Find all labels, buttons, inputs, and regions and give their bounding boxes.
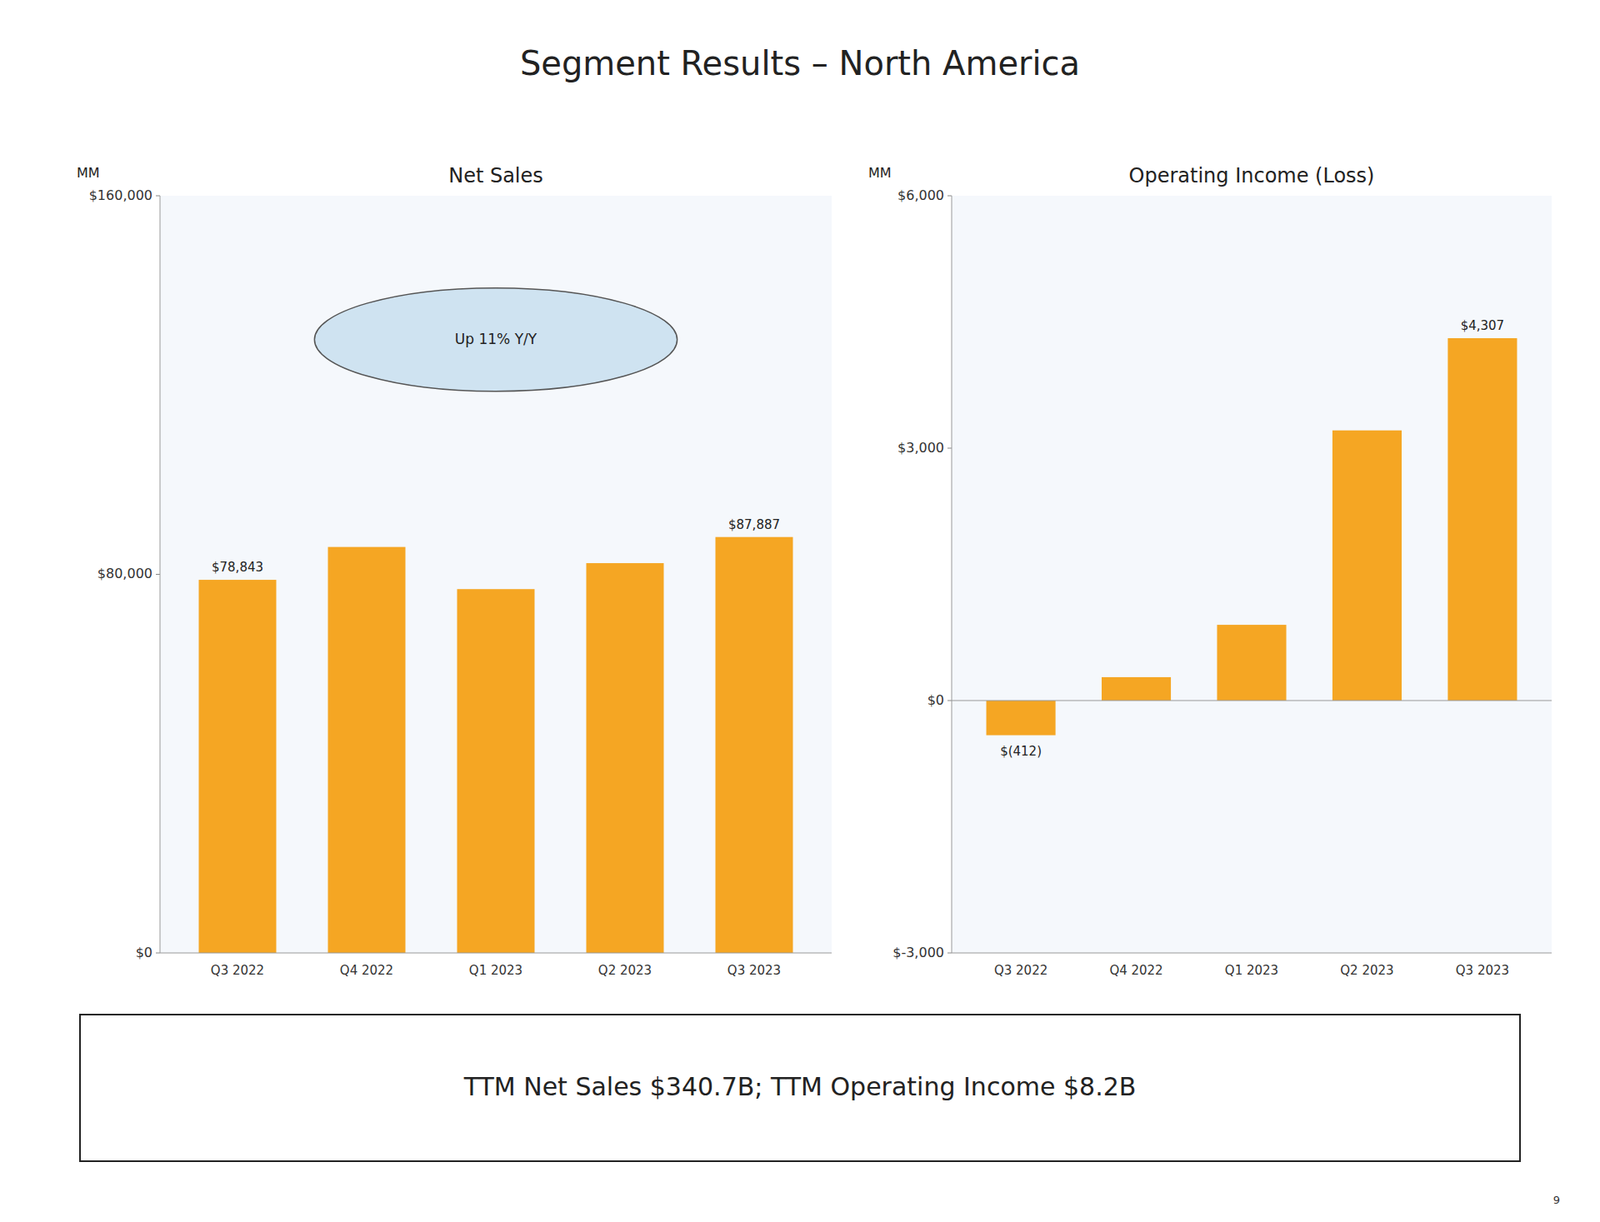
tick <box>947 448 952 450</box>
axis-label: MM <box>76 165 100 181</box>
tick-label: $80,000 <box>97 565 153 582</box>
bar <box>1101 677 1171 701</box>
callout <box>314 288 677 392</box>
chart: Net Sales MM $0 $80,000 $160,000 Q3 2022 Q4 20… <box>76 164 832 979</box>
tick <box>155 953 160 955</box>
tick <box>155 195 160 197</box>
tick-label: Q1 2023 <box>469 963 523 979</box>
bar <box>1216 625 1286 701</box>
tick-label: Q3 2023 <box>1455 963 1510 979</box>
annotation: Up 11% Y/Y <box>455 330 538 348</box>
plot-area <box>160 195 832 954</box>
bars <box>986 338 1518 736</box>
page: Segment Results – North America Net Sales… <box>0 0 1600 1222</box>
footer-box <box>80 1015 1520 1162</box>
bars <box>199 537 794 954</box>
tick-label: $3,000 <box>897 440 945 456</box>
tick-label: Q1 2023 <box>1225 963 1279 979</box>
tick-label: $160,000 <box>89 187 153 204</box>
bar <box>1332 430 1402 701</box>
subtitle: Operating Income (Loss) <box>1129 164 1375 188</box>
tick-label: Q4 2022 <box>340 963 394 979</box>
tick <box>947 953 952 955</box>
title: Segment Results – North America <box>520 44 1080 83</box>
bar <box>199 580 277 954</box>
tick <box>947 195 952 197</box>
data-label: $87,887 <box>728 517 780 533</box>
plot-area <box>951 195 1552 954</box>
tick-label: Q2 2023 <box>598 963 652 979</box>
tick-label: $-3,000 <box>892 945 945 961</box>
tick-label: $0 <box>135 945 153 961</box>
y-axis <box>160 195 161 954</box>
bar <box>1447 338 1517 701</box>
tick-label: $6,000 <box>897 187 945 204</box>
tick-label: Q4 2022 <box>1109 963 1163 979</box>
data-label: $4,307 <box>1460 318 1505 334</box>
data-label: $(412) <box>1000 744 1042 760</box>
bar <box>457 589 535 954</box>
page-number: 9 <box>1553 1194 1560 1207</box>
axis-label: MM <box>868 165 892 181</box>
subtitle: Net Sales <box>448 164 544 188</box>
x-axis <box>951 953 1552 955</box>
tick <box>947 700 952 702</box>
bar <box>715 537 794 954</box>
footer: TTM Net Sales $340.7B; TTM Operating Inc… <box>463 1072 1137 1102</box>
chart: Operating Income (Loss) MM $-3,000 $0 $3,000… <box>868 164 1552 979</box>
tick <box>155 574 160 575</box>
tick-label: Q3 2022 <box>210 963 265 979</box>
bar <box>328 547 406 954</box>
bar <box>586 563 665 954</box>
tick-label: $0 <box>927 692 945 709</box>
y-axis <box>951 195 953 954</box>
data-label: $78,843 <box>211 560 264 575</box>
bar <box>986 700 1056 736</box>
x-axis <box>160 953 832 955</box>
tick-label: Q3 2022 <box>994 963 1048 979</box>
zero-line <box>951 700 1552 702</box>
tick-label: Q2 2023 <box>1340 963 1394 979</box>
tick-label: Q3 2023 <box>727 963 781 979</box>
